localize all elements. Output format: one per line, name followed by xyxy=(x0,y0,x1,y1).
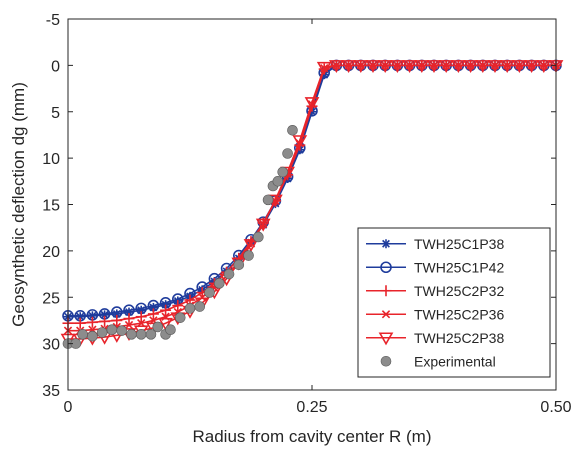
data-point-twh25c2p32 xyxy=(111,314,123,326)
data-point-twh25c2p32 xyxy=(172,300,184,312)
data-point-twh25c2p38 xyxy=(499,60,515,73)
data-point-experimental xyxy=(87,330,98,342)
data-point-experimental xyxy=(277,166,289,178)
legend-marker xyxy=(378,332,394,346)
data-point-twh25c2p38 xyxy=(304,97,320,111)
legend: TWH25C1P38 TWH25C1P42 TWH25C2P32 TWH25C2P36… xyxy=(357,227,551,378)
legend-label: TWH25C1P42 xyxy=(414,259,504,275)
legend-item-twh25c1p42: TWH25C1P42 xyxy=(366,259,504,275)
data-point-experimental xyxy=(184,303,196,314)
legend-item-twh25c2p36: TWH25C2P36 xyxy=(366,306,504,322)
data-point-experimental xyxy=(106,324,118,336)
data-point-experimental xyxy=(282,148,293,159)
data-point-twh25c2p38 xyxy=(402,60,417,73)
data-point-twh25c2p38 xyxy=(316,61,332,75)
data-point-experimental xyxy=(272,176,284,187)
data-point-experimental xyxy=(135,329,147,340)
data-point-experimental xyxy=(116,325,127,336)
data-point-twh25c2p32 xyxy=(99,315,111,327)
data-point-twh25c2p38 xyxy=(487,60,503,73)
legend-label: TWH25C2P36 xyxy=(414,306,504,322)
data-point-twh25c2p38 xyxy=(255,218,271,232)
y-tick-label: 35 xyxy=(42,383,60,400)
data-point-experimental xyxy=(262,194,274,206)
data-point-twh25c2p32 xyxy=(86,316,98,328)
data-point-twh25c2p38 xyxy=(390,60,405,73)
data-point-twh25c2p38 xyxy=(414,60,430,73)
data-point-twh25c2p38 xyxy=(243,239,259,252)
legend-item-experimental: Experimental xyxy=(380,353,496,369)
data-point-twh25c2p36 xyxy=(124,320,134,330)
data-point-twh25c2p32 xyxy=(123,313,135,325)
data-point-twh25c2p38 xyxy=(512,60,527,73)
data-point-experimental xyxy=(243,250,254,261)
data-point-twh25c2p38 xyxy=(158,317,173,331)
data-point-twh25c2p38 xyxy=(341,60,356,73)
data-point-twh25c2p38 xyxy=(353,60,369,73)
legend-marker xyxy=(380,285,392,297)
plot-series-layer xyxy=(60,59,564,349)
legend-label: TWH25C1P38 xyxy=(414,236,504,252)
data-point-experimental xyxy=(204,287,215,298)
data-point-experimental xyxy=(152,321,164,333)
data-point-twh25c2p38 xyxy=(463,60,478,73)
data-point-experimental xyxy=(194,301,206,312)
axis-ticks: 0 0.25 0.50 -5 0 5 10 15 20 25 30 35 xyxy=(42,12,571,416)
data-point-twh25c2p38 xyxy=(524,60,539,73)
data-point-experimental xyxy=(77,329,88,340)
data-point-twh25c2p38 xyxy=(536,60,552,73)
legend-item-twh25c2p32: TWH25C2P32 xyxy=(366,283,504,299)
data-point-twh25c2p38 xyxy=(377,60,393,73)
data-point-experimental xyxy=(165,324,176,336)
y-tick-label: 25 xyxy=(42,290,60,307)
legend-label: TWH25C2P32 xyxy=(414,283,504,299)
y-tick-label: 10 xyxy=(42,151,60,168)
y-axis-label: Geosynthetic deflection dg (mm) xyxy=(9,82,28,327)
legend-item-twh25c1p38: TWH25C1P38 xyxy=(366,236,504,252)
data-point-experimental xyxy=(126,329,137,340)
data-point-experimental xyxy=(145,329,157,340)
legend-label: TWH25C2P38 xyxy=(414,330,504,346)
legend-marker xyxy=(381,310,391,319)
data-point-twh25c2p38 xyxy=(329,60,344,73)
y-tick-label: 30 xyxy=(42,337,60,354)
data-point-twh25c2p38 xyxy=(365,60,381,73)
data-point-twh25c2p38 xyxy=(475,60,491,73)
legend-label: Experimental xyxy=(414,353,496,369)
legend-marker xyxy=(380,355,392,367)
data-point-twh25c2p32 xyxy=(74,317,86,329)
data-point-experimental xyxy=(213,278,225,289)
y-tick-label: 15 xyxy=(42,198,60,215)
data-point-twh25c2p38 xyxy=(426,60,442,73)
y-tick-label: 5 xyxy=(51,105,60,122)
series-experimental xyxy=(62,125,298,349)
data-point-experimental xyxy=(223,268,235,280)
x-tick-label: 0.50 xyxy=(540,399,571,416)
data-point-experimental xyxy=(253,231,264,243)
data-point-twh25c2p32 xyxy=(135,311,147,323)
data-point-twh25c2p38 xyxy=(292,135,308,149)
data-point-experimental xyxy=(233,259,245,271)
legend-marker xyxy=(381,239,391,249)
legend-box xyxy=(357,227,551,378)
data-point-experimental xyxy=(287,125,298,136)
data-point-twh25c2p32 xyxy=(147,308,159,320)
data-point-experimental xyxy=(174,312,186,323)
y-tick-label: 20 xyxy=(42,244,60,261)
x-tick-label: 0 xyxy=(64,399,73,416)
data-point-twh25c2p38 xyxy=(438,60,454,73)
data-point-twh25c2p32 xyxy=(160,304,172,316)
data-point-twh25c2p38 xyxy=(451,60,466,73)
x-tick-label: 0.25 xyxy=(296,399,327,416)
data-point-twh25c1p38 xyxy=(75,312,85,322)
legend-item-twh25c2p38: TWH25C2P38 xyxy=(366,330,504,346)
data-point-experimental xyxy=(96,327,108,338)
x-axis-label: Radius from cavity center R (m) xyxy=(193,427,432,446)
legend-marker xyxy=(380,261,392,274)
y-tick-label: -5 xyxy=(46,12,60,29)
y-tick-label: 0 xyxy=(51,58,60,75)
